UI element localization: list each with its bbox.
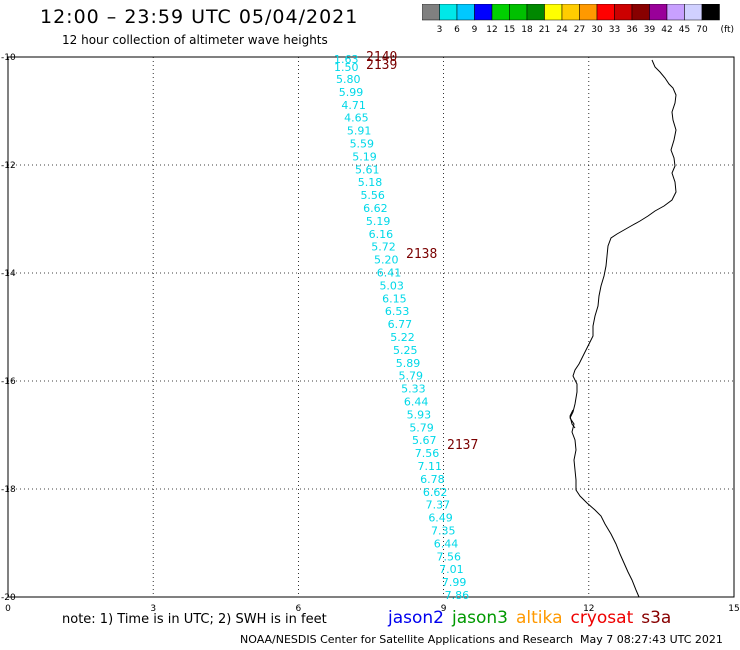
x-tick-label: 3 [150, 604, 156, 614]
colorbar-label: 3 [437, 25, 443, 35]
swh-value: 5.80 [336, 73, 361, 86]
swh-value: 6.15 [382, 292, 407, 305]
colorbar-label: 12 [486, 25, 497, 35]
colorbar-label: 18 [521, 25, 533, 35]
swh-value: 5.19 [352, 150, 377, 163]
swh-value: 7.99 [442, 576, 467, 589]
swh-value: 6.44 [404, 396, 429, 409]
swh-value: 5.18 [358, 176, 383, 189]
colorbar-unit: (ft) [721, 25, 735, 35]
swh-value: 7.56 [436, 550, 461, 563]
colorbar-label: 24 [556, 25, 568, 35]
swh-value: 5.59 [350, 138, 375, 151]
pass-number-label: 2139 [366, 58, 397, 73]
swh-value: 4.65 [344, 112, 369, 125]
swh-track: 1.631.505.805.994.714.655.915.595.195.61… [334, 53, 469, 602]
map-title: 12:00 – 23:59 UTC 05/04/2021 [40, 6, 359, 28]
colorbar-label: 42 [661, 25, 672, 35]
swh-value: 1.63 [334, 53, 359, 66]
swh-value: 5.89 [396, 357, 421, 370]
swh-value: 5.91 [347, 125, 372, 138]
y-tick-label: -14 [1, 269, 16, 279]
swh-value: 5.56 [360, 189, 385, 202]
generated-timestamp: May 7 08:27:43 UTC 2021 [580, 633, 723, 646]
swh-value: 7.86 [445, 589, 470, 602]
swh-value: 5.79 [398, 370, 423, 383]
swh-colorbar: 3 6 9 12 15 18 21 24 27 30 33 36 39 42 45 70 (ft) [422, 4, 735, 35]
y-tick-label: -12 [1, 161, 16, 171]
pass-number-label: 2138 [406, 247, 437, 262]
satellite-legend-item: jason3 [452, 608, 508, 628]
x-tick-label: 6 [296, 604, 302, 614]
colorbar-label: 30 [591, 25, 603, 35]
swh-value: 5.25 [393, 344, 418, 357]
swh-value: 5.19 [366, 215, 391, 228]
swh-value: 6.41 [377, 267, 402, 280]
colorbar-label: 15 [504, 25, 515, 35]
swh-value: 6.78 [420, 473, 445, 486]
swh-value: 7.56 [415, 447, 440, 460]
x-tick-label: 9 [441, 604, 447, 614]
swh-value: 6.49 [428, 512, 453, 525]
colorbar-label: 9 [472, 25, 478, 35]
colorbar-swatch [701, 4, 720, 21]
swh-value: 7.01 [439, 563, 464, 576]
swh-value: 5.79 [409, 421, 434, 434]
satellite-legend-item: s3a [641, 608, 672, 628]
colorbar-label: 21 [539, 25, 550, 35]
coastline-inlet [569, 409, 576, 429]
y-tick-label: -16 [1, 377, 16, 387]
swh-value: 6.16 [369, 228, 394, 241]
swh-value: 7.11 [417, 460, 442, 473]
map-subtitle: 12 hour collection of altimeter wave hei… [62, 33, 328, 47]
swh-value: 7.35 [431, 525, 456, 538]
swh-value: 5.67 [412, 434, 437, 447]
axis-tick-labels: 0 3 6 9 12 15 -10 -12 -14 -16 -18 -20 [1, 53, 740, 614]
swh-value: 5.20 [374, 254, 399, 267]
colorbar-label: 70 [696, 25, 708, 35]
swh-value: 5.72 [371, 241, 396, 254]
map-grid [8, 57, 734, 597]
y-tick-label: -20 [1, 593, 16, 603]
satellite-legend-item: altika [516, 608, 563, 628]
colorbar-label: 39 [644, 25, 656, 35]
colorbar-label: 45 [679, 25, 690, 35]
note-text: note: 1) Time is in UTC; 2) SWH is in fe… [62, 612, 327, 627]
swh-value: 5.99 [339, 86, 364, 99]
credit-text: NOAA/NESDIS Center for Satellite Applica… [240, 633, 574, 646]
colorbar-label: 36 [626, 25, 638, 35]
swh-value: 6.53 [385, 305, 410, 318]
colorbar-label: 6 [454, 25, 460, 35]
swh-value: 5.93 [407, 408, 432, 421]
swh-value: 5.03 [379, 279, 404, 292]
coastline [569, 59, 677, 598]
satellite-legend: jason2 jason3 altika cryosat s3a [388, 608, 679, 628]
y-tick-label: -18 [1, 485, 16, 495]
swh-value: 6.77 [388, 318, 413, 331]
y-tick-label: -10 [1, 53, 16, 63]
colorbar-label: 27 [574, 25, 585, 35]
pass-number-label: 2137 [447, 438, 478, 453]
swh-value: 5.61 [355, 163, 380, 176]
colorbar-label: 33 [609, 25, 620, 35]
x-tick-label: 12 [583, 604, 594, 614]
swh-value: 6.62 [363, 202, 388, 215]
swh-value: 7.37 [426, 499, 451, 512]
swh-value: 1.50 [334, 61, 359, 74]
x-tick-label: 0 [5, 604, 11, 614]
x-tick-label: 15 [728, 604, 739, 614]
satellite-legend-item: cryosat [570, 608, 634, 628]
swh-value: 6.44 [434, 537, 459, 550]
swh-value: 5.22 [390, 331, 415, 344]
satellite-legend-item: jason2 [388, 608, 444, 628]
swh-value: 6.62 [423, 486, 448, 499]
swh-value: 5.33 [401, 383, 426, 396]
swh-value: 4.71 [341, 99, 366, 112]
map-frame [7, 56, 735, 598]
pass-number-label: 2140 [366, 50, 397, 65]
